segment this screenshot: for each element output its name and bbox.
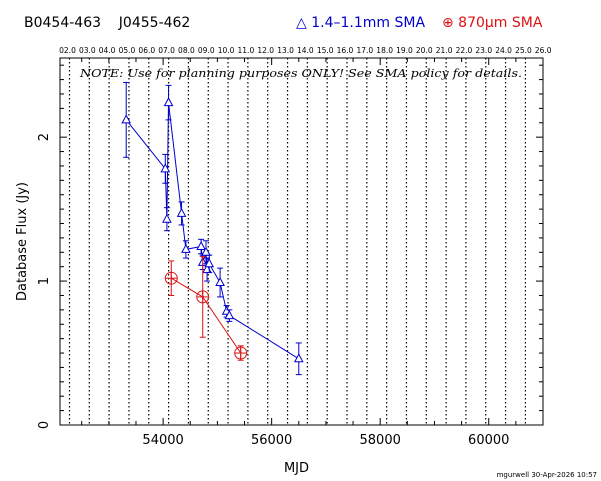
source-names: B0454-463 J0455-462 [24,15,190,31]
top-axis-label: 07.0 [158,46,175,55]
data-point [234,345,248,361]
x-tick-label: 60000 [468,433,509,448]
top-axis-label: 04.0 [99,46,116,55]
top-axis-label: 11.0 [238,46,255,55]
legend-red: ⊕ 870μm SMA [442,15,543,31]
top-axis-label: 05.0 [119,46,136,55]
y-tick-label: 1 [37,277,52,285]
data-point [163,84,174,121]
top-axis-label: 08.0 [178,46,195,55]
year-gridlines [68,58,527,425]
top-axis-label: 19.0 [396,46,413,55]
data-point [204,254,215,273]
data-point [164,260,178,296]
series-line [125,102,300,360]
top-axis-label: 15.0 [317,46,334,55]
data-point [121,81,132,158]
x-tick-label: 56000 [251,433,292,448]
data-point [162,207,172,232]
legend-blue: △ 1.4–1.1mm SMA [296,15,425,31]
triangle-marker [176,207,187,217]
top-axis-label: 16.0 [337,46,354,55]
triangle-marker [215,276,225,287]
top-axis-label: 06.0 [138,46,155,55]
footer-credit: mgurwell 30-Apr-2026 10:57 [497,471,597,479]
top-axis-label: 20.0 [416,46,433,55]
top-axis-label: 02.0 [59,46,76,55]
data-point [196,256,210,338]
x-tick-label: 54000 [142,433,183,448]
axes [59,57,544,426]
top-axis-label: 26.0 [535,46,552,55]
top-axis-label: 21.0 [436,46,453,55]
y-tick-label: 0 [37,421,52,429]
data-point [224,309,235,322]
triangle-marker [224,310,235,320]
triangle-marker [181,243,191,253]
data-point [160,153,171,184]
top-axis-label: 10.0 [218,46,235,55]
plot-frame [59,57,544,426]
top-axis-label: 17.0 [356,46,373,55]
top-axis-label: 23.0 [475,46,492,55]
data-point [215,267,225,298]
top-axis-label: 22.0 [456,46,473,55]
planning-note: NOTE: Use for planning purposes ONLY! Se… [79,66,522,80]
data-point [293,342,304,376]
triangle-marker [204,258,215,268]
triangle-marker [201,246,211,256]
series-red-sma-870um [164,256,248,361]
x-tick-label: 58000 [360,433,401,448]
data-point [176,201,187,226]
triangle-marker [163,97,174,107]
triangle-marker [162,213,172,223]
top-axis-label: 12.0 [257,46,274,55]
top-axis-label: 13.0 [277,46,294,55]
top-axis-label: 18.0 [376,46,393,55]
triangle-marker [160,163,171,173]
x-axis-label: MJD [284,461,309,476]
y-tick-label: 2 [37,133,52,141]
series-blue-sma-1mm [121,81,304,376]
top-axis-label: 14.0 [297,46,314,55]
triangle-marker [196,240,206,251]
data-point [201,240,211,265]
top-axis-label: 09.0 [198,46,215,55]
top-axis-label: 24.0 [495,46,512,55]
y-axis-label: Database Flux (Jy) [15,182,30,301]
data-point [181,240,191,259]
top-axis-label: 25.0 [515,46,532,55]
top-axis-label: 03.0 [79,46,96,55]
triangle-marker [293,353,304,363]
triangle-marker [121,114,132,124]
